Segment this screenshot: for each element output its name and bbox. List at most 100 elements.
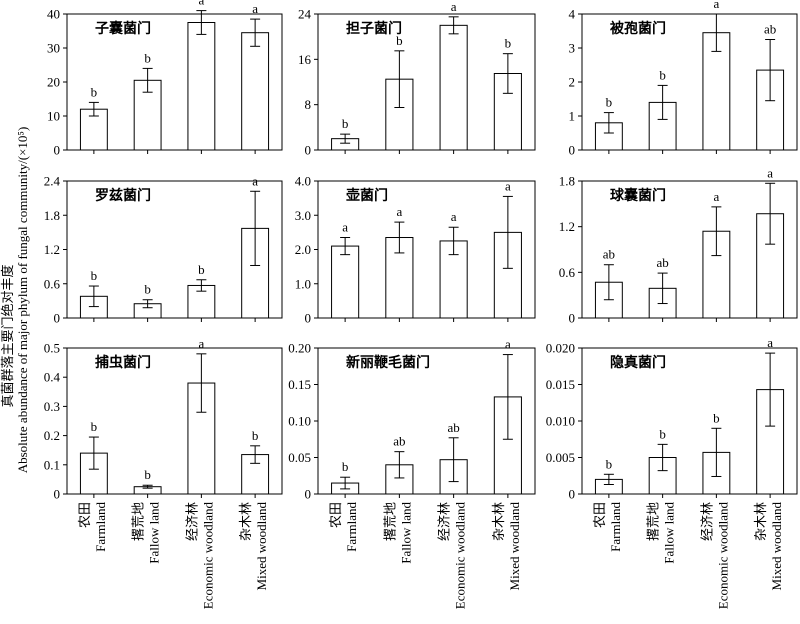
significance-letter: ab xyxy=(603,247,615,262)
significance-letter: ab xyxy=(764,22,776,37)
significance-letter: b xyxy=(144,50,151,65)
y-tick-label: 0.6 xyxy=(44,276,61,291)
x-category-label-cn: 撂荒地 xyxy=(382,502,397,541)
x-category-label-cn: 杂木林 xyxy=(753,502,768,541)
y-tick-label: 4 xyxy=(569,7,576,22)
significance-letter: ab xyxy=(447,420,459,435)
y-tick-label: 0 xyxy=(569,311,576,326)
plot-frame xyxy=(66,347,283,495)
y-tick-label: 1.2 xyxy=(44,242,60,257)
y-tick-label: 0.20 xyxy=(288,341,311,356)
y-tick-label: 2.0 xyxy=(295,242,311,257)
x-axis-labels: 农田 Farmland 撂荒地 Fallow land 经济林 Economic wood… xyxy=(77,502,784,610)
significance-letter: b xyxy=(606,95,613,110)
y-tick-label: 0 xyxy=(54,311,61,326)
x-category-label-en: Mixed woodland xyxy=(254,502,269,591)
panel-title: 被孢菌门 xyxy=(610,20,666,37)
y-tick-label: 0.020 xyxy=(546,341,575,356)
panel-title: 捕虫菌门 xyxy=(95,354,151,371)
plot-frame xyxy=(581,180,798,319)
significance-letter: a xyxy=(713,189,719,204)
significance-letter: a xyxy=(767,335,773,350)
y-tick-label: 0 xyxy=(305,487,312,502)
significance-letter: a xyxy=(451,0,457,14)
y-axis-title-cn: 真菌群落主要门绝对丰度 xyxy=(0,264,15,407)
x-category-label-en: Farmland xyxy=(608,502,623,552)
y-tick-label: 0.1 xyxy=(44,457,60,472)
significance-letter: a xyxy=(505,337,511,352)
y-tick-label: 1.8 xyxy=(44,208,60,223)
y-tick-label: 1.0 xyxy=(295,276,311,291)
panel-title: 子囊菌门 xyxy=(95,20,151,37)
significance-letter: b xyxy=(396,33,403,48)
panel-title: 球囊菌门 xyxy=(610,187,666,204)
y-tick-label: 10 xyxy=(47,109,60,124)
y-tick-label: 30 xyxy=(47,41,60,56)
y-tick-label: 4.0 xyxy=(295,174,311,189)
y-tick-label: 0.6 xyxy=(559,265,576,280)
y-tick-label: 1.2 xyxy=(559,219,575,234)
y-tick-label: 1 xyxy=(569,109,576,124)
y-tick-label: 0.5 xyxy=(44,341,60,356)
significance-letter: b xyxy=(91,84,98,99)
x-category-label-cn: 撂荒地 xyxy=(646,502,661,541)
y-tick-label: 0 xyxy=(305,311,312,326)
x-category-label-en: Fallow land xyxy=(398,502,413,564)
significance-letter: a xyxy=(198,0,204,8)
x-category-label-en: Mixed woodland xyxy=(769,502,784,591)
x-category-label-cn: 农田 xyxy=(328,502,343,528)
y-tick-label: 1.8 xyxy=(559,174,575,189)
panel-title: 隐真菌门 xyxy=(610,354,666,371)
chart-panel: 0 0.1 0.2 0.3 0.4 0.5 捕虫菌门 b b a b xyxy=(44,336,283,502)
chart-panel: 0 0.005 0.010 0.015 0.020 隐真菌门 b b b a xyxy=(546,335,798,502)
panel-title: 新丽鞭毛菌门 xyxy=(346,354,430,371)
y-tick-label: 40 xyxy=(47,7,60,22)
chart-panel: 0 1 2 3 4 被孢菌门 b b a ab xyxy=(569,0,798,158)
panel-title: 壶菌门 xyxy=(346,187,388,204)
y-tick-label: 0.15 xyxy=(288,377,311,392)
panel-grid: 010203040子囊菌门bbaa081624担子菌门bbab01234被孢菌门… xyxy=(44,0,798,502)
y-axis-title: 真菌群落主要门绝对丰度 Absolute abundance of major … xyxy=(0,127,30,474)
panel-title: 担子菌门 xyxy=(346,20,402,37)
significance-letter: a xyxy=(252,173,258,188)
y-tick-label: 16 xyxy=(298,52,312,67)
y-tick-label: 0 xyxy=(54,143,61,158)
y-tick-label: 0 xyxy=(569,487,576,502)
significance-letter: a xyxy=(767,165,773,180)
x-category-label-cn: 农田 xyxy=(77,502,92,528)
significance-letter: b xyxy=(659,426,666,441)
x-category-label-cn: 杂木林 xyxy=(491,502,506,541)
y-tick-label: 0.010 xyxy=(546,414,575,429)
y-tick-label: 0.05 xyxy=(288,450,311,465)
bar xyxy=(702,32,731,151)
significance-letter: b xyxy=(713,410,720,425)
chart-panel: 0 1.0 2.0 3.0 4.0 壶菌门 a a a a xyxy=(295,174,536,326)
x-category-label-en: Mixed woodland xyxy=(507,502,522,591)
chart-panel: 0 0.6 1.2 1.8 2.4 罗兹菌门 b b b a xyxy=(44,173,283,326)
significance-letter: b xyxy=(144,467,151,482)
chart-panel: 0 0.6 1.2 1.8 球囊菌门 ab ab a a xyxy=(559,165,798,326)
y-tick-label: 0 xyxy=(54,487,61,502)
significance-letter: b xyxy=(505,36,512,51)
y-tick-label: 24 xyxy=(298,7,312,22)
y-tick-label: 2 xyxy=(569,75,576,90)
significance-letter: b xyxy=(91,419,98,434)
significance-letter: a xyxy=(342,220,348,235)
bar xyxy=(241,32,270,151)
significance-letter: b xyxy=(342,459,349,474)
chart-panel: 0 10 20 30 40 子囊菌门 b b a a xyxy=(47,0,283,158)
x-category-label-cn: 撂荒地 xyxy=(131,502,146,541)
x-category-label-cn: 经济林 xyxy=(184,502,199,541)
x-category-label-en: Economic woodland xyxy=(715,502,730,610)
significance-letter: b xyxy=(659,67,666,82)
y-tick-label: 0.3 xyxy=(44,399,60,414)
x-category-label-en: Farmland xyxy=(93,502,108,552)
x-category-label-cn: 杂木林 xyxy=(238,502,253,541)
bar xyxy=(439,24,468,151)
bar xyxy=(439,240,468,319)
significance-letter: a xyxy=(252,1,258,16)
significance-letter: b xyxy=(606,456,613,471)
y-tick-label: 0.10 xyxy=(288,414,311,429)
significance-letter: b xyxy=(252,428,259,443)
